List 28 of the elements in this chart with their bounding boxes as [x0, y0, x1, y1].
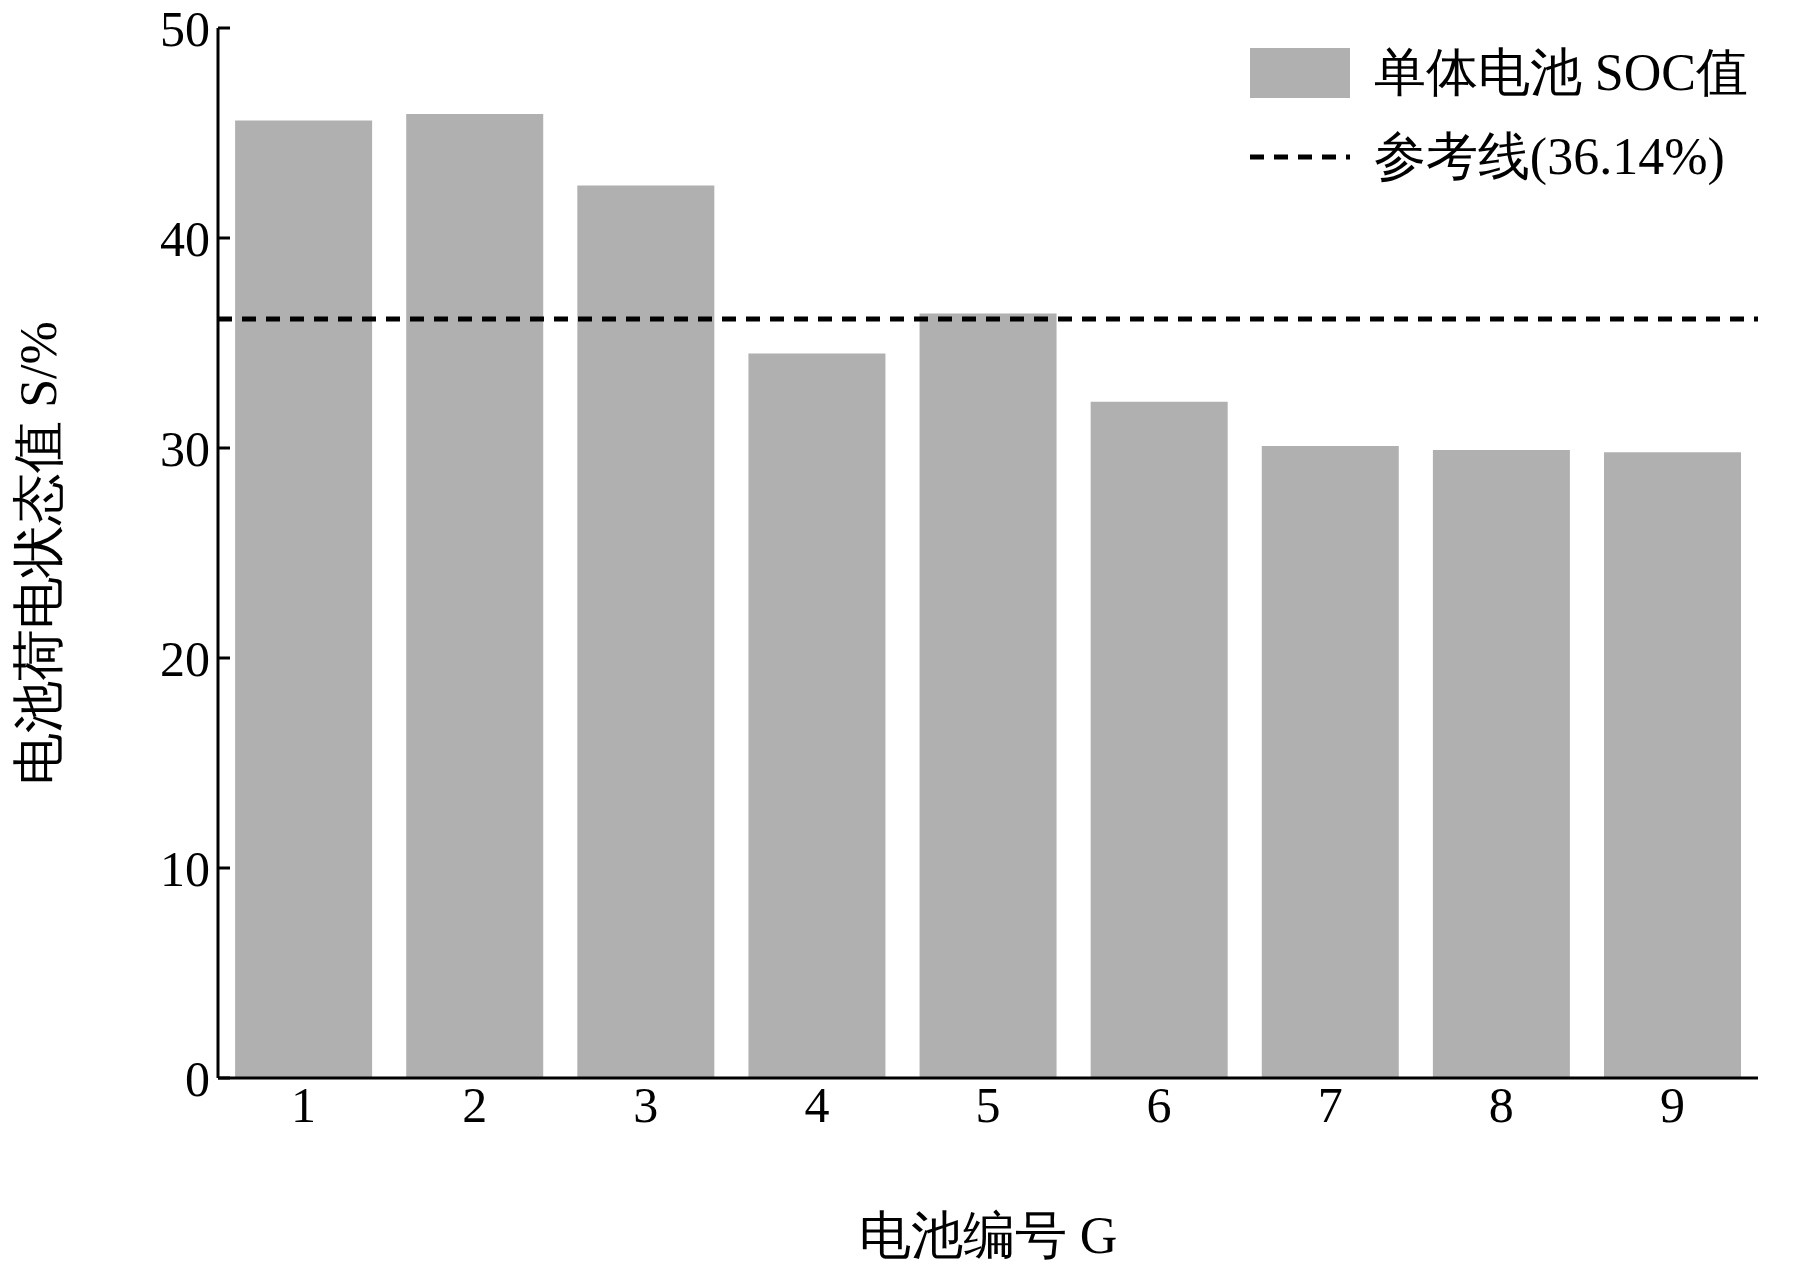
bar: [1604, 452, 1741, 1078]
y-tick-label: 50: [160, 0, 210, 57]
y-tick-label: 30: [160, 420, 210, 477]
bar: [577, 185, 715, 1078]
x-tick-label: 5: [975, 1076, 1001, 1133]
legend-label: 单体电池 SOC值: [1373, 43, 1748, 103]
x-tick-label: 9: [1659, 1076, 1685, 1133]
x-tick-label: 6: [1146, 1076, 1172, 1133]
bar: [1090, 401, 1228, 1078]
x-tick-label: 8: [1488, 1076, 1514, 1133]
y-tick-label: 40: [160, 210, 210, 267]
bar: [919, 313, 1057, 1078]
y-tick-label: 10: [160, 840, 210, 897]
bar: [1261, 445, 1399, 1078]
y-axis-title: 电池荷电状态值 S/%: [10, 321, 68, 785]
x-tick-label: 1: [291, 1076, 317, 1133]
bar: [406, 114, 544, 1078]
y-tick-label: 0: [185, 1050, 210, 1107]
bar: [748, 353, 886, 1078]
x-axis-title: 电池编号 G: [858, 1207, 1118, 1264]
bar: [235, 120, 373, 1078]
legend-label: 参考线(36.14%): [1373, 127, 1725, 187]
x-tick-label: 7: [1317, 1076, 1343, 1133]
bar: [1432, 450, 1570, 1078]
x-tick-label: 3: [633, 1076, 659, 1133]
x-tick-label: 2: [462, 1076, 488, 1133]
y-tick-label: 20: [160, 630, 210, 687]
x-tick-label: 4: [804, 1076, 830, 1133]
